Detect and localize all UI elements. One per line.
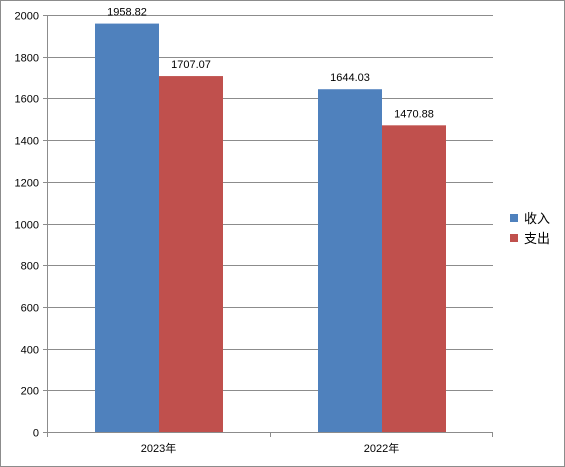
data-label: 1958.82	[107, 7, 147, 19]
y-tick-label: 1000	[15, 220, 39, 232]
bar-支出-2023年	[159, 76, 223, 433]
y-tick-label: 1400	[15, 136, 39, 148]
bars: 1958.82 1707.07 1644.03 1470.88	[95, 7, 446, 433]
y-tick-label: 600	[21, 303, 39, 315]
y-tick-label: 1600	[15, 94, 39, 106]
x-category-label: 2022年	[364, 441, 399, 455]
y-tick-label: 1800	[15, 53, 39, 65]
bar-收入-2023年	[95, 23, 159, 432]
y-tick-label: 400	[21, 345, 39, 357]
bar-收入-2022年	[318, 89, 382, 433]
axes: 0 200 400 600 800 1000 1200 1400 1600 1800 2000 202…	[15, 11, 493, 455]
y-tick-label: 2000	[15, 11, 39, 23]
y-tick-label: 0	[33, 428, 39, 440]
bar-支出-2022年	[382, 125, 446, 432]
y-tick-label: 800	[21, 261, 39, 273]
legend-label: 支出	[524, 231, 550, 246]
legend-label: 收入	[524, 211, 550, 226]
x-category-label: 2023年	[141, 441, 176, 455]
data-label: 1470.88	[394, 108, 434, 120]
data-label: 1707.07	[171, 59, 211, 71]
legend-swatch-1	[510, 234, 518, 242]
y-tick-label: 200	[21, 386, 39, 398]
data-label: 1644.03	[330, 72, 370, 84]
y-tick-label: 1200	[15, 178, 39, 190]
legend-swatch-0	[510, 214, 518, 222]
